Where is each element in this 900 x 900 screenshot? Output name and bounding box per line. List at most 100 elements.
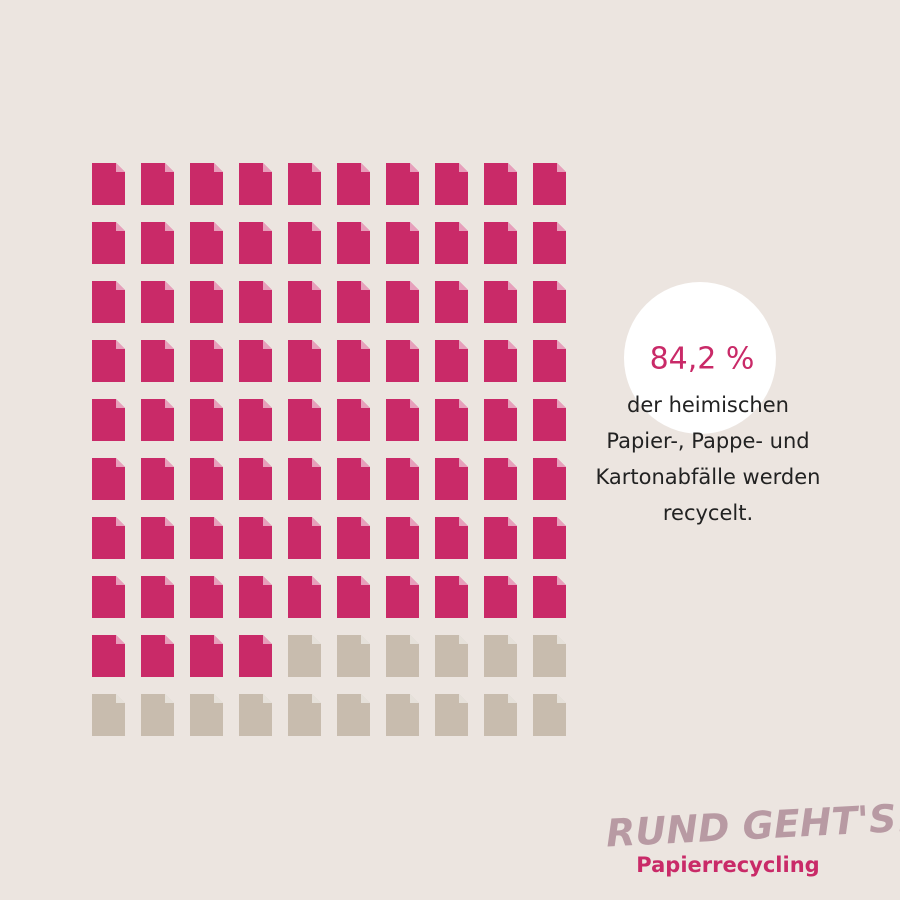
icon-body (533, 458, 566, 500)
icon-body (386, 576, 419, 618)
icon-body (484, 635, 517, 677)
document-icon (533, 163, 566, 205)
document-icon (386, 458, 419, 500)
document-icon (288, 340, 321, 382)
icon-fold (312, 576, 321, 585)
document-icon (533, 281, 566, 323)
icon-body (533, 576, 566, 618)
document-icon (337, 281, 370, 323)
document-icon (190, 458, 223, 500)
icon-body (337, 694, 370, 736)
icon-body (92, 576, 125, 618)
icon-fold (410, 222, 419, 231)
icon-fold (508, 694, 517, 703)
document-icon (386, 694, 419, 736)
icon-body (484, 399, 517, 441)
document-icon (484, 635, 517, 677)
icon-fold (361, 635, 370, 644)
document-icon (92, 517, 125, 559)
icon-body (141, 281, 174, 323)
document-icon (141, 222, 174, 264)
icon-body (239, 517, 272, 559)
icon-fold (459, 458, 468, 467)
icon-fold (214, 281, 223, 290)
icon-fold (312, 517, 321, 526)
icon-body (484, 517, 517, 559)
icon-fold (214, 517, 223, 526)
icon-fold (116, 576, 125, 585)
icon-fold (263, 222, 272, 231)
icon-body (190, 576, 223, 618)
icon-body (484, 281, 517, 323)
icon-body (337, 576, 370, 618)
document-icon (92, 458, 125, 500)
document-icon (239, 576, 272, 618)
document-icon (141, 281, 174, 323)
icon-fold (312, 340, 321, 349)
icon-fold (361, 281, 370, 290)
icon-body (533, 163, 566, 205)
icon-body (288, 635, 321, 677)
document-icon (92, 694, 125, 736)
document-icon (190, 399, 223, 441)
icon-body (435, 694, 468, 736)
icon-body (435, 340, 468, 382)
document-icon (337, 458, 370, 500)
icon-body (337, 517, 370, 559)
icon-fold (557, 694, 566, 703)
icon-fold (361, 222, 370, 231)
document-icon (337, 222, 370, 264)
icon-body (435, 517, 468, 559)
icon-fold (263, 694, 272, 703)
document-icon (288, 576, 321, 618)
icon-body (533, 340, 566, 382)
icon-body (92, 517, 125, 559)
icon-body (141, 635, 174, 677)
icon-body (337, 163, 370, 205)
document-icon (386, 281, 419, 323)
icon-body (239, 281, 272, 323)
icon-body (92, 163, 125, 205)
document-icon (239, 635, 272, 677)
document-icon (288, 281, 321, 323)
document-icon (337, 517, 370, 559)
icon-fold (214, 694, 223, 703)
caption-line: Papier-, Pappe- und (606, 429, 809, 453)
highlight-circle (624, 282, 776, 434)
icon-fold (410, 399, 419, 408)
document-icon (484, 163, 517, 205)
icon-body (141, 517, 174, 559)
caption-line: Kartonabfälle werden (596, 465, 821, 489)
icon-body (239, 399, 272, 441)
icon-body (288, 340, 321, 382)
icon-body (92, 340, 125, 382)
icon-fold (557, 576, 566, 585)
icon-fold (312, 458, 321, 467)
icon-fold (165, 222, 174, 231)
icon-fold (165, 517, 174, 526)
icon-fold (508, 163, 517, 172)
icon-body (435, 635, 468, 677)
document-icon (337, 163, 370, 205)
icon-body (533, 694, 566, 736)
icon-body (533, 222, 566, 264)
document-icon (141, 458, 174, 500)
icon-body (190, 458, 223, 500)
icon-body (484, 340, 517, 382)
document-icon (484, 576, 517, 618)
document-icon (533, 635, 566, 677)
icon-fold (361, 458, 370, 467)
icon-fold (116, 635, 125, 644)
caption: der heimischen Papier-, Pappe- und Kartona… (596, 393, 821, 525)
icon-body (190, 399, 223, 441)
icon-body (239, 458, 272, 500)
logo-subtitle: Papierrecycling (636, 853, 819, 877)
icon-body (92, 635, 125, 677)
document-icon (435, 517, 468, 559)
icon-body (239, 222, 272, 264)
icon-body (386, 163, 419, 205)
icon-body (435, 576, 468, 618)
document-icon (190, 517, 223, 559)
caption-line: recycelt. (663, 501, 753, 525)
